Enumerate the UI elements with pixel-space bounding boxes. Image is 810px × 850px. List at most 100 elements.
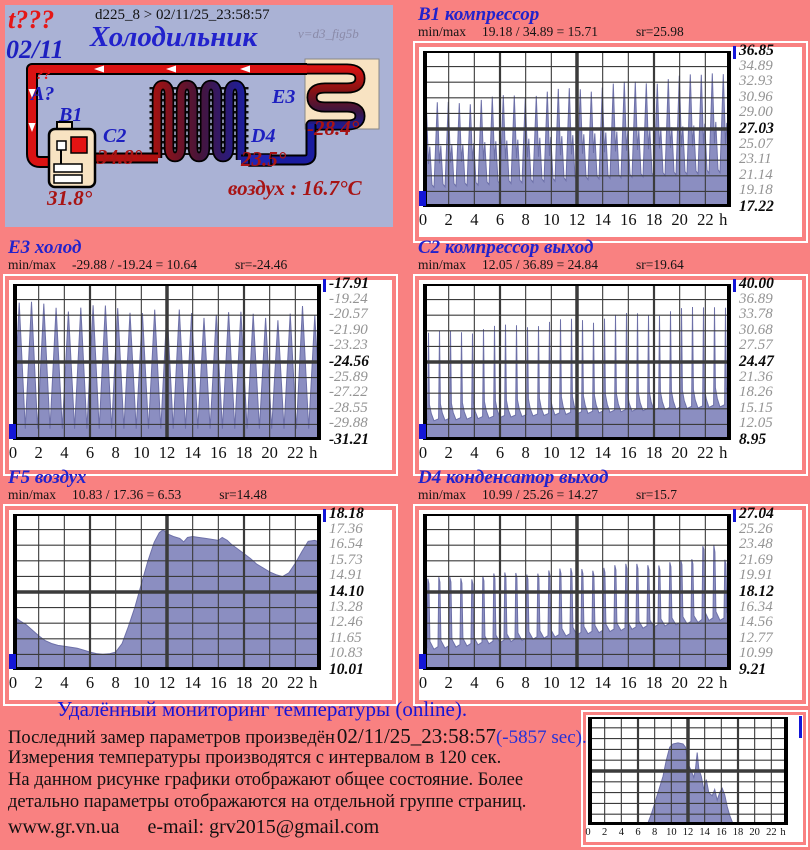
average-value: sr=25.98 xyxy=(636,24,684,39)
date-label: 02/11 xyxy=(6,35,64,64)
mini-plot-area[interactable] xyxy=(588,717,788,825)
x-tick-label: 16 xyxy=(716,827,727,838)
heat-exchanger-coil xyxy=(153,81,245,161)
temp-unknown-label: t??? xyxy=(8,5,55,34)
y-tick-label: 34.89 xyxy=(739,57,773,74)
y-tick-label: -21.90 xyxy=(329,321,368,338)
y-tick-label: 18.26 xyxy=(739,384,773,401)
x-tick-label: 0 xyxy=(585,827,591,838)
y-tick-label: 18.12 xyxy=(739,583,774,600)
compressor-indicator xyxy=(70,136,88,154)
chart-canvas xyxy=(423,284,731,440)
chart-box: 18.18 17.36 16.54 15.73 14.91 14.10 13.28 12.46… xyxy=(3,504,398,706)
x-tick-label: 4 xyxy=(470,443,479,462)
x-tick-label: 18 xyxy=(235,443,253,462)
x-tick-label: 18 xyxy=(235,673,253,692)
y-tick-label: -28.55 xyxy=(329,399,368,416)
minmax-value: 19.18 / 34.89 = 15.71 xyxy=(482,24,598,39)
chart-box: 36.85 34.89 32.93 30.96 29.00 27.03 25.07 23.11… xyxy=(413,41,808,243)
x-tick-label: 0 xyxy=(8,443,18,462)
x-tick-label: 4 xyxy=(470,210,479,229)
x-tick-label: h xyxy=(309,443,318,462)
chart-title: D4 конденсатор выход xyxy=(418,467,609,488)
email-link[interactable]: e-mail: grv2015@gmail.com xyxy=(147,816,380,838)
x-tick-label: 22 xyxy=(697,210,714,229)
site-link[interactable]: www.gr.vn.ua xyxy=(8,816,120,838)
x-tick-label: 6 xyxy=(85,443,95,462)
y-tick-label: 18.18 xyxy=(329,505,364,522)
chart-title: F5 воздух xyxy=(8,467,87,488)
air-temp-label: воздух : 16.7°C xyxy=(228,176,362,200)
sensor-d4-temp: 23.5° xyxy=(241,147,287,171)
chart-canvas xyxy=(423,51,731,207)
plot-area[interactable] xyxy=(419,279,736,440)
sensor-c2-temp: 34.8° xyxy=(97,145,143,169)
flow-arrow-icon xyxy=(28,123,36,132)
y-tick-label: 27.03 xyxy=(739,120,774,137)
sensor-c2-label: C2 xyxy=(103,125,127,147)
y-tick-label: 15.15 xyxy=(739,399,773,416)
chart-title: E3 холод xyxy=(8,237,82,258)
x-tick-label: 8 xyxy=(111,673,120,692)
x-tick-label: 2 xyxy=(444,443,453,462)
x-tick-label: 8 xyxy=(652,827,658,838)
x-tick-label: 22 xyxy=(697,673,714,692)
x-tick-label: 16 xyxy=(210,443,227,462)
chart-box: -17.91 -19.24 -20.57 -21.90 -23.23 -24.56 -25.… xyxy=(3,274,398,476)
y-tick-label: 33.78 xyxy=(739,306,773,323)
minmax-label: min/max xyxy=(418,487,466,502)
x-tick-label: 20 xyxy=(261,443,278,462)
y-tick-label: 32.93 xyxy=(739,73,773,90)
plot-area[interactable] xyxy=(9,279,326,440)
y-tick-label: -23.23 xyxy=(329,337,368,354)
plot-area[interactable] xyxy=(9,509,326,670)
chart-canvas xyxy=(13,284,321,440)
e3-coil-pipe xyxy=(302,65,364,129)
x-tick-label: h xyxy=(780,827,786,838)
y-tick-label: 36.85 xyxy=(739,42,774,59)
y-tick-label: 14.91 xyxy=(329,567,363,584)
plot-area[interactable] xyxy=(419,509,736,670)
x-tick-label: 2 xyxy=(34,443,43,462)
x-axis-labels: 0 2 4 6 8 10 12 14 16 18 20 22 h xyxy=(9,443,321,462)
y-axis-labels: 40.00 36.89 33.78 30.68 27.57 24.47 21.36 18.26… xyxy=(739,276,797,447)
mini-x-axis-labels: 0 2 4 6 8 10 12 14 16 18 20 22 h xyxy=(585,827,788,839)
y-tick-label: 15.73 xyxy=(329,551,363,568)
contacts-line: www.gr.vn.ua e-mail: grv2015@gmail.com xyxy=(8,816,379,839)
plot-area[interactable] xyxy=(419,46,736,207)
x-tick-label: 14 xyxy=(699,827,710,838)
y-tick-label: 16.54 xyxy=(329,536,363,553)
last-measure-prefix: Последний замер параметров произведён xyxy=(8,728,335,748)
x-tick-label: 4 xyxy=(60,673,69,692)
y-tick-label: 12.05 xyxy=(739,415,773,432)
start-marker-icon xyxy=(419,191,426,206)
cursor-tick-icon xyxy=(733,509,736,522)
x-tick-label: 10 xyxy=(543,443,560,462)
x-axis-labels: 0 2 4 6 8 10 12 14 16 18 20 22 h xyxy=(419,210,731,229)
x-tick-label: 14 xyxy=(594,210,611,229)
average-value: sr=15.7 xyxy=(636,487,677,502)
minmax-value: 12.05 / 36.89 = 24.84 xyxy=(482,257,598,272)
x-tick-label: 12 xyxy=(158,673,176,692)
y-tick-label: -19.24 xyxy=(329,290,368,307)
y-tick-label: 23.11 xyxy=(739,151,772,168)
mini-chart-box: 0 2 4 6 8 10 12 14 16 18 20 22 h xyxy=(581,710,808,847)
y-tick-label: 12.46 xyxy=(329,614,363,631)
x-tick-label: 22 xyxy=(697,443,714,462)
mini-cursor-tick-icon xyxy=(799,716,802,738)
last-measure-delay: (-5857 sec). xyxy=(495,727,587,748)
x-axis-labels: 0 2 4 6 8 10 12 14 16 18 20 22 h xyxy=(419,673,731,692)
y-tick-label: -20.57 xyxy=(329,306,368,323)
average-value: sr=14.48 xyxy=(219,487,267,502)
cursor-tick-icon xyxy=(733,46,736,59)
x-tick-label: 0 xyxy=(418,443,428,462)
x-tick-label: 18 xyxy=(645,673,663,692)
y-tick-label: -31.21 xyxy=(329,431,370,448)
sensor-a-label: A? xyxy=(31,83,55,105)
y-tick-label: 12.77 xyxy=(739,629,773,646)
x-tick-label: 12 xyxy=(682,827,694,838)
x-tick-label: 14 xyxy=(594,673,611,692)
chart-stats-line: min/max 19.18 / 34.89 = 15.71 sr=25.98 xyxy=(413,25,810,39)
x-tick-label: 10 xyxy=(543,210,560,229)
y-tick-label: 21.69 xyxy=(739,551,773,568)
